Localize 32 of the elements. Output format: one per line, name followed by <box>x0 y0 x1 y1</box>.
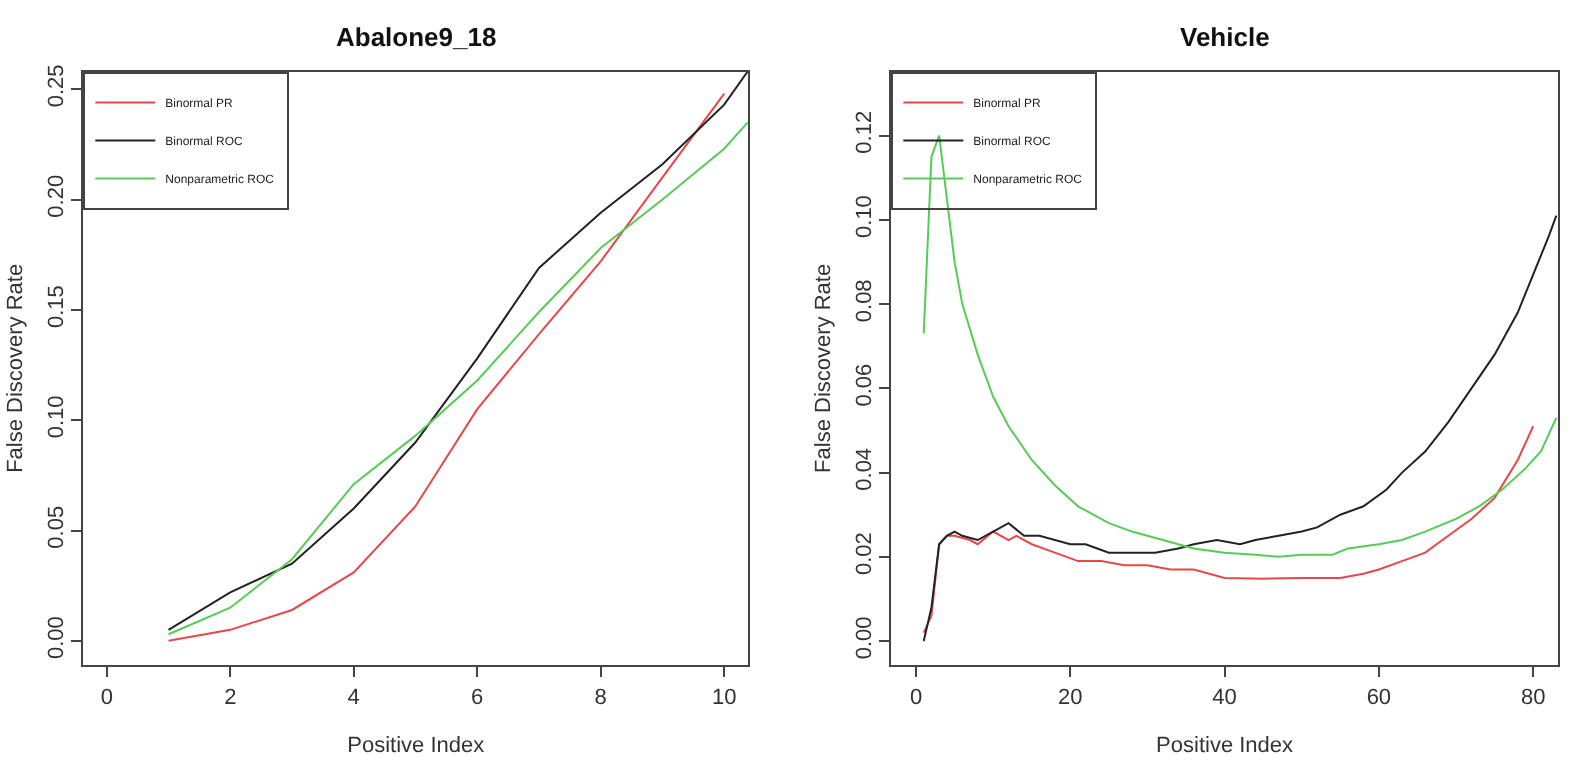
y-tick-label: 0.12 <box>852 110 877 154</box>
y-tick-label: 0.00 <box>852 616 877 660</box>
y-tick-label: 0.00 <box>44 616 69 659</box>
x-tick-label: 20 <box>1058 685 1083 710</box>
y-tick-label: 0.20 <box>44 174 69 218</box>
x-axis-title: Positive Index <box>347 733 486 758</box>
chart-title: Vehicle <box>1180 22 1270 52</box>
y-tick-label: 0.25 <box>44 64 69 108</box>
x-tick-label: 2 <box>224 685 237 710</box>
x-tick-label: 0 <box>100 685 113 710</box>
y-tick-label: 0.15 <box>44 285 69 328</box>
y-tick-label: 0.08 <box>852 279 877 323</box>
x-tick-label: 0 <box>909 685 923 710</box>
chart-title: Abalone9_18 <box>336 22 497 52</box>
x-tick-label: 6 <box>471 685 484 710</box>
x-tick-label: 8 <box>594 685 607 710</box>
line-series <box>922 214 1558 643</box>
x-tick-label: 80 <box>1520 685 1546 710</box>
y-axis-title: False Discovery Rate <box>3 263 28 473</box>
x-tick-label: 40 <box>1212 685 1237 710</box>
y-tick-label: 0.05 <box>44 505 69 549</box>
x-axis-title: Positive Index <box>1156 733 1295 758</box>
y-tick-label: 0.06 <box>852 363 877 407</box>
x-tick-label: 4 <box>347 685 360 710</box>
y-tick-label: 0.04 <box>852 447 877 491</box>
y-tick-label: 0.10 <box>852 195 877 238</box>
x-tick-label: 10 <box>711 685 737 710</box>
x-tick-label: 60 <box>1366 685 1392 710</box>
y-axis-title: False Discovery Rate <box>811 263 836 473</box>
y-tick-label: 0.10 <box>44 395 69 439</box>
y-tick-label: 0.02 <box>852 532 877 575</box>
line-series <box>922 425 1535 634</box>
